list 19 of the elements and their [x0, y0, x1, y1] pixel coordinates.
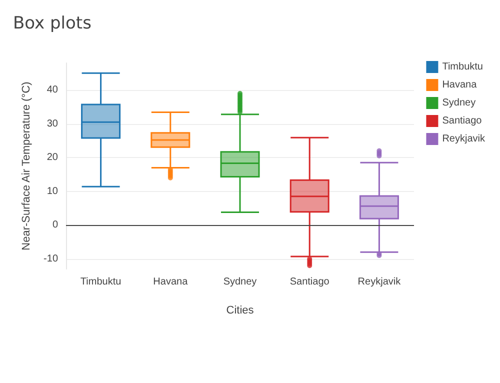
x-axis-title: Cities — [226, 304, 254, 316]
legend-label: Reykjavik — [442, 134, 486, 144]
y-tick-label: 0 — [52, 220, 58, 231]
x-tick-label: Sydney — [223, 276, 257, 288]
legend-label: Havana — [442, 80, 478, 90]
legend-label: Timbuktu — [442, 62, 483, 72]
x-tick-label: Santiago — [290, 276, 330, 288]
x-tick-label: Timbuktu — [80, 276, 122, 288]
y-axis-title: Near-Surface Air Temperature (°C) — [20, 82, 32, 250]
y-tick-label: 40 — [46, 84, 58, 96]
y-tick-label: 10 — [46, 186, 58, 197]
y-tick-label: 20 — [46, 152, 58, 164]
y-tick-label: 30 — [46, 118, 58, 130]
y-tick-label: -10 — [44, 253, 58, 264]
x-tick-label: Havana — [153, 276, 188, 288]
legend-label: Sydney — [442, 98, 476, 108]
x-tick-label: Reykjavik — [358, 276, 402, 288]
chart-title: Box plots — [13, 14, 92, 34]
legend-label: Santiago — [442, 116, 482, 126]
